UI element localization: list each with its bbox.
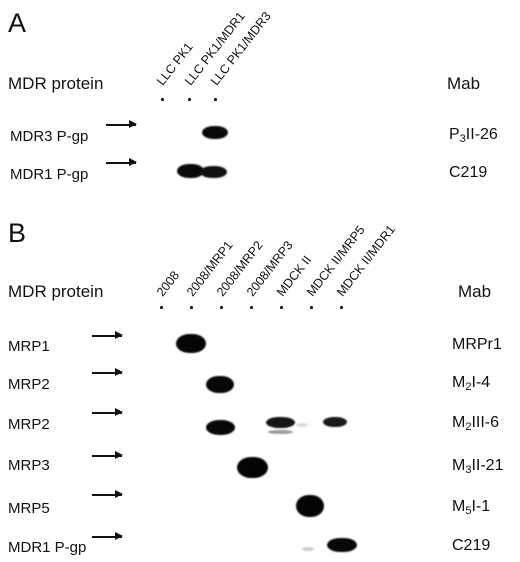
panel-b-band-mrp2-m2iii6-lane-5	[266, 417, 295, 428]
panel-b-band-mrp5	[296, 495, 324, 517]
panel-a-row-1-arrow-icon	[106, 121, 137, 127]
panel-a-row-1-mab: P3II-26	[449, 126, 498, 145]
panel-b-row-5-arrow-icon	[92, 491, 123, 497]
panel-a-row-2-mab: C219	[449, 164, 488, 181]
panel-a-band-mdr1-lane-2	[177, 164, 204, 178]
panel-b-row-4-protein: MRP3	[8, 457, 50, 474]
panel-b-lane-dot-3	[220, 306, 223, 309]
panel-b-row-1-protein: MRP1	[8, 338, 50, 355]
panel-b-band-mdr1	[327, 538, 357, 552]
panel-b-letter: B	[8, 218, 27, 248]
panel-a-row-2-arrow-icon	[106, 159, 137, 165]
panel-b-row-3-protein: MRP2	[8, 416, 50, 433]
panel-b-row-4-arrow-icon	[92, 452, 123, 458]
panel-a-band-mdr1-lane-3	[200, 166, 227, 178]
panel-a-header-protein: MDR protein	[8, 74, 104, 93]
panel-b-band-mrp1	[176, 334, 206, 353]
panel-b-lane-dot-6	[310, 306, 313, 309]
panel-b-band-mrp2-m2i4	[206, 376, 234, 393]
panel-b-band-mrp2-m2iii6-lane-3	[206, 420, 235, 435]
panel-b-band-mdr1-faint	[302, 547, 314, 551]
panel-a-lane-dot-3	[214, 98, 217, 101]
panel-b-lane-dot-1	[160, 306, 163, 309]
panel-b-lane-dot-7	[340, 306, 343, 309]
panel-b-row-1-mab: MRPr1	[452, 336, 502, 353]
panel-b-band-mrp3	[237, 457, 268, 478]
panel-a-row-1-protein: MDR3 P-gp	[10, 128, 89, 145]
panel-b-row-6-protein: MDR1 P-gp	[8, 539, 87, 556]
panel-b-lane-label-1: 2008	[153, 268, 183, 299]
panel-b-lane-dot-5	[280, 306, 283, 309]
panel-b-lane-dot-4	[250, 306, 253, 309]
panel-a-row-2-protein: MDR1 P-gp	[10, 166, 89, 183]
panel-a-header-mab: Mab	[447, 74, 481, 93]
panel-b-row-1-arrow-icon	[92, 332, 123, 338]
panel-b-band-mrp2-m2iii6-lane-7	[323, 417, 347, 427]
panel-a-letter: A	[8, 8, 27, 38]
panel-b-lane-dot-2	[190, 306, 193, 309]
panel-b-band-mrp2-faint-lane-5	[268, 430, 293, 434]
panel-b-header-protein: MDR protein	[8, 282, 104, 301]
panel-b-row-4-mab: M3II-21	[452, 457, 504, 476]
panel-a-band-mdr3	[202, 126, 228, 139]
panel-b-row-3-arrow-icon	[92, 409, 123, 415]
panel-b-row-2-mab: M2I-4	[452, 374, 491, 393]
panel-b-row-6-arrow-icon	[92, 533, 123, 539]
panel-b-row-2-protein: MRP2	[8, 376, 50, 393]
panel-b-band-mrp2-faint-lane-6	[296, 423, 308, 427]
panel-a-lane-dot-1	[161, 98, 164, 101]
panel-b-row-6-mab: C219	[452, 537, 491, 554]
panel-b-row-5-mab: M5I-1	[452, 498, 491, 517]
panel-b-header-mab: Mab	[458, 282, 492, 301]
panel-b-row-3-mab: M2III-6	[452, 414, 500, 433]
panel-b-row-2-arrow-icon	[92, 369, 123, 375]
panel-a-lane-dot-2	[188, 98, 191, 101]
panel-b-row-5-protein: MRP5	[8, 500, 50, 517]
